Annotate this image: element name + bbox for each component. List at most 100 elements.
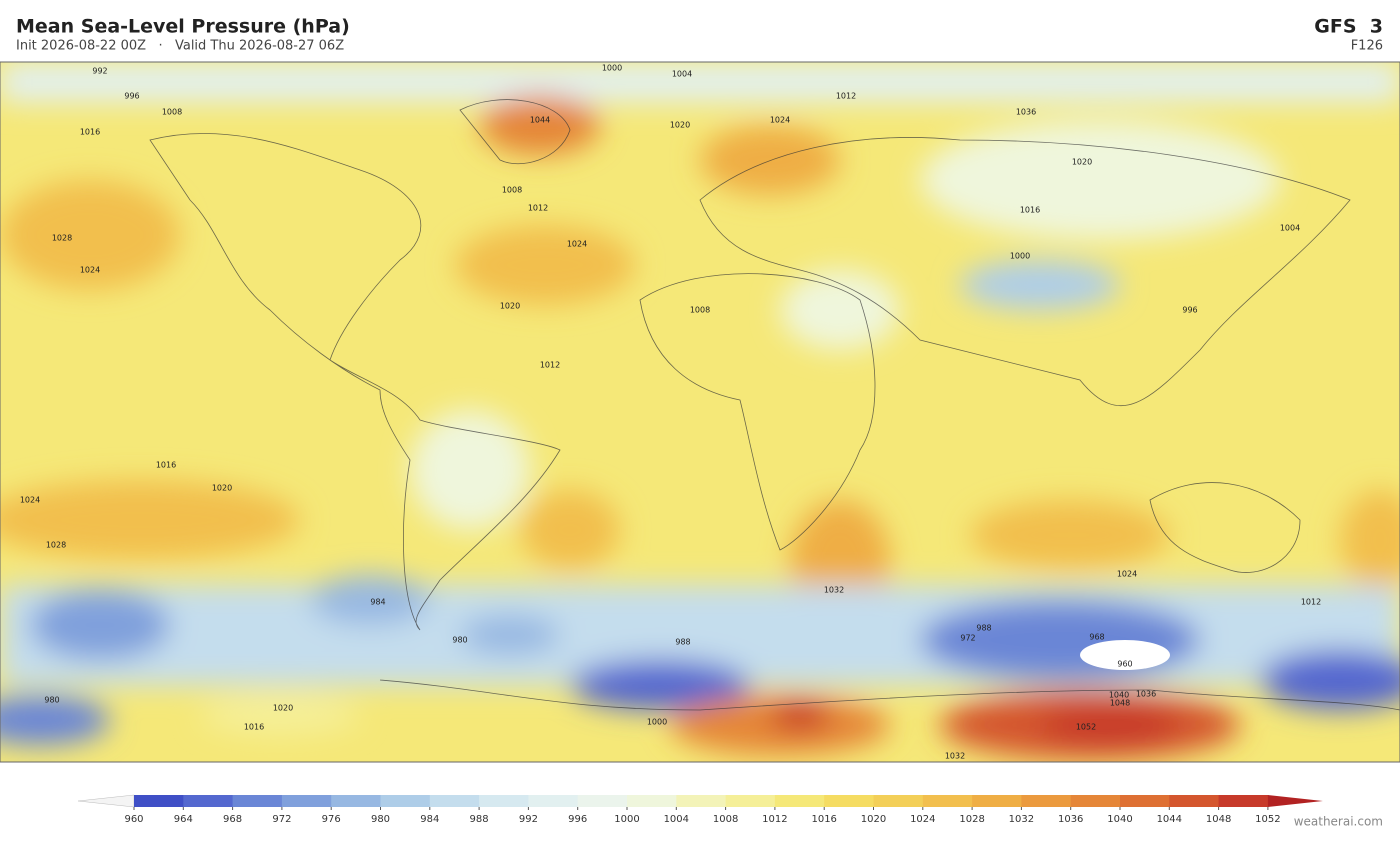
contour-label: 1028 bbox=[46, 541, 66, 550]
credit: weatherai.com bbox=[1294, 815, 1383, 829]
contour-label: 1008 bbox=[690, 306, 710, 315]
model: GFS 3 bbox=[1314, 16, 1383, 38]
colorbar-tick-label: 1052 bbox=[1255, 814, 1280, 825]
contour-label: 1000 bbox=[1010, 252, 1030, 261]
colorbar-under bbox=[77, 794, 135, 808]
colorbar-tick-label: 1020 bbox=[861, 814, 886, 825]
colorbar-segment bbox=[429, 795, 480, 807]
contour-label: 1000 bbox=[647, 718, 667, 727]
contour-label: 980 bbox=[44, 696, 59, 705]
contour-label: 996 bbox=[124, 92, 139, 101]
contour-label: 960 bbox=[1117, 660, 1132, 669]
colorbar-tick-label: 1036 bbox=[1058, 814, 1083, 825]
contour-label: 1012 bbox=[1301, 598, 1321, 607]
contour-label: 1024 bbox=[567, 240, 587, 249]
contour-label: 1036 bbox=[1016, 108, 1036, 117]
colorbar-tick-label: 988 bbox=[470, 814, 489, 825]
contour-label: 1048 bbox=[1110, 699, 1130, 708]
contour-label: 1020 bbox=[212, 484, 232, 493]
colorbar-tick-label: 976 bbox=[322, 814, 341, 825]
colorbar-tick-label: 964 bbox=[174, 814, 193, 825]
colorbar-segment bbox=[922, 795, 973, 807]
colorbar-tick-label: 1048 bbox=[1206, 814, 1231, 825]
contour-label: 1036 bbox=[1136, 690, 1156, 699]
colorbar-tick-label: 960 bbox=[124, 814, 143, 825]
colorbar-segment bbox=[380, 795, 431, 807]
colorbar-segment bbox=[1120, 795, 1170, 807]
contour-label: 1040 bbox=[1109, 691, 1129, 700]
colorbar-segment bbox=[774, 795, 825, 807]
contour-label: 1012 bbox=[836, 92, 856, 101]
contour-label: 1000 bbox=[602, 64, 622, 73]
colorbar-segment bbox=[676, 795, 727, 807]
contour-label: 1024 bbox=[1117, 570, 1137, 579]
contour-label: 1020 bbox=[670, 121, 690, 130]
contour-label: 1016 bbox=[156, 461, 176, 470]
contour-label: 1020 bbox=[500, 302, 520, 311]
colorbar-tick-label: 1024 bbox=[910, 814, 935, 825]
map: 992 1000 1004 996 1008 1012 1016 1020 1024 1028 10… bbox=[0, 62, 1400, 762]
colorbar-segment bbox=[873, 795, 924, 807]
contour-label: 1008 bbox=[502, 186, 522, 195]
forecast-hour: F126 bbox=[1351, 39, 1383, 54]
colorbar-segment bbox=[232, 795, 283, 807]
contour-label: 980 bbox=[452, 636, 467, 645]
colorbar-segment bbox=[972, 795, 1022, 807]
colorbar-segment bbox=[577, 795, 628, 807]
contour-label: 1016 bbox=[1020, 206, 1040, 215]
coastlines bbox=[149, 99, 1400, 711]
colorbar-segment bbox=[1218, 795, 1269, 807]
colorbar-segment bbox=[528, 795, 579, 807]
contour-label: 1028 bbox=[52, 234, 72, 243]
colorbar-tick-label: 980 bbox=[371, 814, 390, 825]
contour-label: 1012 bbox=[528, 204, 548, 213]
colorbar-tick-label: 1012 bbox=[762, 814, 787, 825]
colorbar-segment bbox=[1169, 795, 1220, 807]
contour-label: 1024 bbox=[20, 496, 40, 505]
contour-label: 1016 bbox=[244, 723, 264, 732]
colorbar-tick-label: 972 bbox=[272, 814, 291, 825]
colorbar-tick-label: 1008 bbox=[713, 814, 738, 825]
map-frame bbox=[0, 61, 1400, 763]
contour-label: 1004 bbox=[672, 70, 692, 79]
colorbar-segment bbox=[479, 795, 529, 807]
colorbar-tick-label: 1016 bbox=[811, 814, 836, 825]
colorbar-tick-label: 1040 bbox=[1107, 814, 1132, 825]
colorbar-segment bbox=[134, 795, 184, 807]
contour-labels: 992 1000 1004 996 1008 1012 1016 1020 1024 1028 10… bbox=[20, 64, 1321, 761]
colorbar-segment bbox=[725, 795, 776, 807]
colorbar-tick-label: 984 bbox=[420, 814, 439, 825]
colorbar-segment bbox=[1021, 795, 1072, 807]
contour-label: 1012 bbox=[540, 361, 560, 370]
title: Mean Sea-Level Pressure (hPa) bbox=[16, 16, 350, 38]
contour-label: 1052 bbox=[1076, 723, 1096, 732]
colorbar-tick-label: 996 bbox=[568, 814, 587, 825]
colorbar-tick-label: 1000 bbox=[614, 814, 639, 825]
colorbar-tick-label: 1044 bbox=[1157, 814, 1182, 825]
contour-label: 1044 bbox=[530, 116, 550, 125]
low-center bbox=[1080, 640, 1170, 670]
colorbar-tick-label: 1032 bbox=[1009, 814, 1034, 825]
colorbar-segment bbox=[824, 795, 874, 807]
contour-label: 1004 bbox=[1280, 224, 1300, 233]
contour-label: 1032 bbox=[824, 586, 844, 595]
colorbar-tick-label: 1028 bbox=[959, 814, 984, 825]
subtitle: Init 2026-08-22 00Z · Valid Thu 2026-08-… bbox=[16, 39, 344, 54]
colorbar-tick-label: 992 bbox=[519, 814, 538, 825]
colorbar-tick-label: 1004 bbox=[664, 814, 689, 825]
contour-label: 1016 bbox=[80, 128, 100, 137]
colorbar-segment bbox=[281, 795, 332, 807]
colorbar-over bbox=[1267, 795, 1323, 807]
contour-label: 1024 bbox=[80, 266, 100, 275]
contour-label: 1008 bbox=[162, 108, 182, 117]
colorbar-segment bbox=[183, 795, 234, 807]
contour-label: 996 bbox=[1182, 306, 1197, 315]
contour-label: 988 bbox=[675, 638, 690, 647]
contour-label: 992 bbox=[92, 67, 107, 76]
colorbar-segment bbox=[331, 795, 381, 807]
colorbar-tick-label: 968 bbox=[223, 814, 242, 825]
contour-label: 1032 bbox=[945, 752, 965, 761]
colorbar: 960 964 968 972 976 980 984 988 992 996 1000 1004 10… bbox=[77, 794, 1323, 825]
contour-label: 1024 bbox=[770, 116, 790, 125]
contour-label: 972 bbox=[960, 634, 975, 643]
